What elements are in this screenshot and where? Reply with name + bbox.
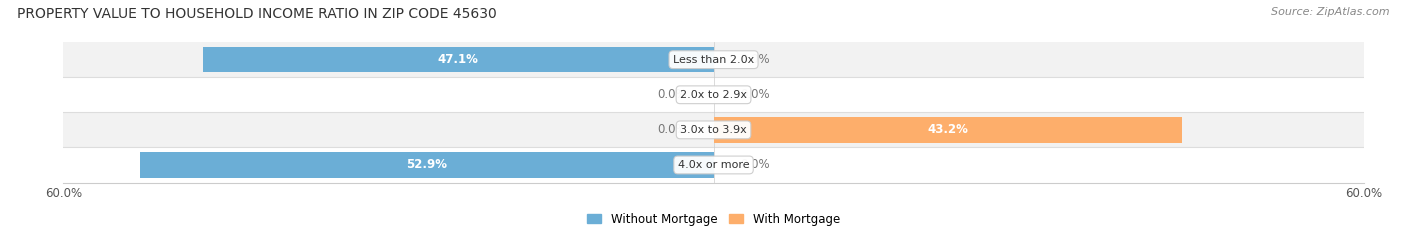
Bar xyxy=(141,152,713,178)
Text: 0.0%: 0.0% xyxy=(657,88,686,101)
Text: 4.0x or more: 4.0x or more xyxy=(678,160,749,170)
Bar xyxy=(63,42,1364,77)
Text: 52.9%: 52.9% xyxy=(406,158,447,172)
Bar xyxy=(63,77,1364,112)
Text: 3.0x to 3.9x: 3.0x to 3.9x xyxy=(681,125,747,135)
Bar xyxy=(63,112,1364,147)
Text: 43.2%: 43.2% xyxy=(927,123,969,136)
Text: 0.0%: 0.0% xyxy=(741,53,770,66)
Bar xyxy=(202,47,713,72)
Text: 2.0x to 2.9x: 2.0x to 2.9x xyxy=(681,90,747,100)
Legend: Without Mortgage, With Mortgage: Without Mortgage, With Mortgage xyxy=(582,208,845,230)
Text: Source: ZipAtlas.com: Source: ZipAtlas.com xyxy=(1271,7,1389,17)
Bar xyxy=(63,147,1364,183)
Text: 0.0%: 0.0% xyxy=(741,158,770,172)
Text: Less than 2.0x: Less than 2.0x xyxy=(673,55,754,65)
Bar xyxy=(713,117,1181,143)
Text: 0.0%: 0.0% xyxy=(657,123,686,136)
Text: PROPERTY VALUE TO HOUSEHOLD INCOME RATIO IN ZIP CODE 45630: PROPERTY VALUE TO HOUSEHOLD INCOME RATIO… xyxy=(17,7,496,21)
Text: 0.0%: 0.0% xyxy=(741,88,770,101)
Text: 47.1%: 47.1% xyxy=(437,53,479,66)
